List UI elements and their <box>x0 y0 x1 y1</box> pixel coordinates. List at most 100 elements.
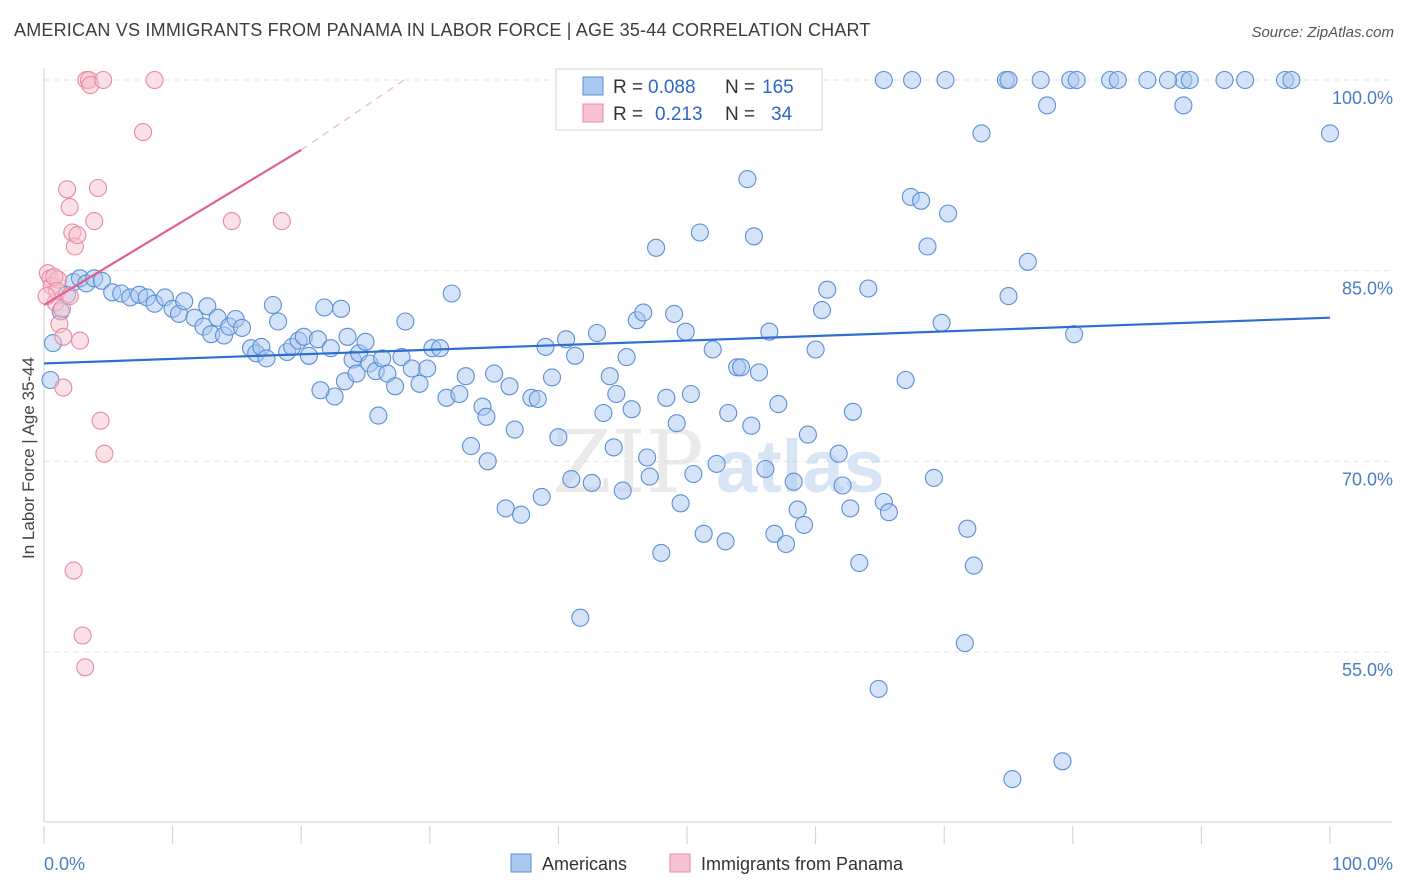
americans-point-155 <box>903 70 922 90</box>
americans-point-150 <box>1236 70 1255 90</box>
axes <box>43 68 1392 844</box>
americans-point-178 <box>478 452 497 471</box>
americans-point-55 <box>402 359 421 378</box>
americans-point-100 <box>694 524 713 543</box>
americans-point-138 <box>999 287 1018 306</box>
americans-point-92 <box>647 238 666 257</box>
y-tick-label-1: 70.0% <box>1342 469 1393 489</box>
legend-r-label-1: R = <box>613 77 643 98</box>
americans-point-152 <box>1282 70 1301 90</box>
panama-point-32 <box>37 287 56 306</box>
x-tick-label-1: 100.0% <box>1332 854 1393 874</box>
gridlines <box>44 79 1392 653</box>
y-tick-labels: 55.0% 70.0% 85.0% 100.0% <box>1332 88 1393 680</box>
americans-point-75 <box>542 368 562 387</box>
panama-point-28 <box>64 561 83 580</box>
y-tick-label-3: 100.0% <box>1332 88 1393 108</box>
americans-point-169 <box>604 438 623 457</box>
americans-point-67 <box>485 364 504 383</box>
americans-point-106 <box>738 170 757 189</box>
americans-point-168 <box>719 403 738 423</box>
americans-point-66 <box>477 407 496 426</box>
panama-point-14 <box>73 626 92 645</box>
americans-point-57 <box>418 359 437 378</box>
americans-point-127 <box>896 370 915 390</box>
americans-point-136 <box>964 556 983 575</box>
bottom-legend: Americans Immigrants from Panama <box>510 853 904 874</box>
x-tick-label-0: 0.0% <box>44 854 85 874</box>
panama-point-7 <box>54 378 73 397</box>
bottom-legend-americans: Americans <box>542 854 627 874</box>
americans-point-38 <box>299 346 318 365</box>
americans-point-84 <box>600 367 619 386</box>
americans-point-107 <box>744 227 763 246</box>
americans-point-95 <box>665 304 684 323</box>
chart-title: AMERICAN VS IMMIGRANTS FROM PANAMA IN LA… <box>14 20 871 40</box>
americans-point-54 <box>396 312 415 331</box>
americans-point-118 <box>818 280 837 299</box>
americans-point-53 <box>392 348 411 367</box>
legend-n-label-1: N = <box>725 77 755 98</box>
panama-point-12 <box>68 226 87 245</box>
americans-point-140 <box>1018 252 1037 271</box>
bottom-legend-swatch-americans <box>510 853 532 873</box>
americans-point-173 <box>742 416 761 435</box>
americans-point-31 <box>257 349 276 368</box>
panama-trend-extension <box>300 79 405 151</box>
americans-point-96 <box>671 494 690 513</box>
legend-r-value-2: 0.213 <box>655 104 703 125</box>
americans-point-43 <box>332 299 351 318</box>
americans-point-71 <box>512 505 531 524</box>
americans-point-33 <box>269 312 288 331</box>
legend-n-label-2: N = <box>725 104 755 125</box>
americans-point-77 <box>557 330 576 349</box>
panama-point-20 <box>88 178 108 198</box>
americans-point-145 <box>1108 70 1127 90</box>
americans-point-135 <box>958 519 977 538</box>
americans-point-68 <box>496 499 515 518</box>
americans-point-18 <box>175 292 194 311</box>
americans-point-137 <box>972 124 991 143</box>
americans-point-176 <box>311 381 330 400</box>
americans-point-175 <box>843 402 862 421</box>
americans-point-112 <box>776 534 796 554</box>
americans-point-27 <box>232 318 252 337</box>
legend-r-value-1: 0.088 <box>648 77 696 98</box>
americans-point-139 <box>1003 770 1022 789</box>
americans-point-143 <box>1065 325 1084 344</box>
americans-point-167 <box>681 384 700 404</box>
x-tick-labels: 0.0% 100.0% <box>44 854 1393 874</box>
americans-point-141 <box>1038 96 1057 115</box>
legend-swatch-americans <box>582 76 604 96</box>
americans-point-64 <box>461 437 481 456</box>
americans-point-101 <box>703 340 722 359</box>
americans-point-158 <box>999 70 1018 90</box>
americans-point-76 <box>549 428 568 447</box>
americans-point-113 <box>788 500 807 519</box>
americans-point-85 <box>607 384 626 404</box>
panama-point-25 <box>145 70 164 90</box>
americans-point-88 <box>622 400 641 419</box>
americans-point-132 <box>932 313 951 332</box>
americans-point-126 <box>879 503 898 522</box>
americans-point-142 <box>1053 752 1072 771</box>
americans-point-86 <box>613 481 632 500</box>
americans-point-154 <box>874 70 893 90</box>
americans-point-21 <box>198 297 217 316</box>
legend-n-value-2: 34 <box>771 104 793 125</box>
legend-swatch-panama <box>582 103 604 123</box>
americans-point-78 <box>562 470 581 489</box>
panama-point-6 <box>54 327 73 346</box>
americans-point-161 <box>1067 70 1086 90</box>
americans-point-153 <box>1320 124 1340 143</box>
americans-point-163 <box>1158 70 1178 90</box>
americans-point-52 <box>386 377 405 396</box>
y-axis-label: In Labor Force | Age 35-44 <box>19 357 38 559</box>
legend: R = 0.088 N = 165 R = 0.213 N = 34 <box>555 68 823 131</box>
americans-point-134 <box>955 634 974 653</box>
panama-points <box>37 70 291 677</box>
americans-point-148 <box>1180 70 1199 90</box>
americans-point-61 <box>442 284 461 303</box>
americans-point-115 <box>798 425 817 444</box>
